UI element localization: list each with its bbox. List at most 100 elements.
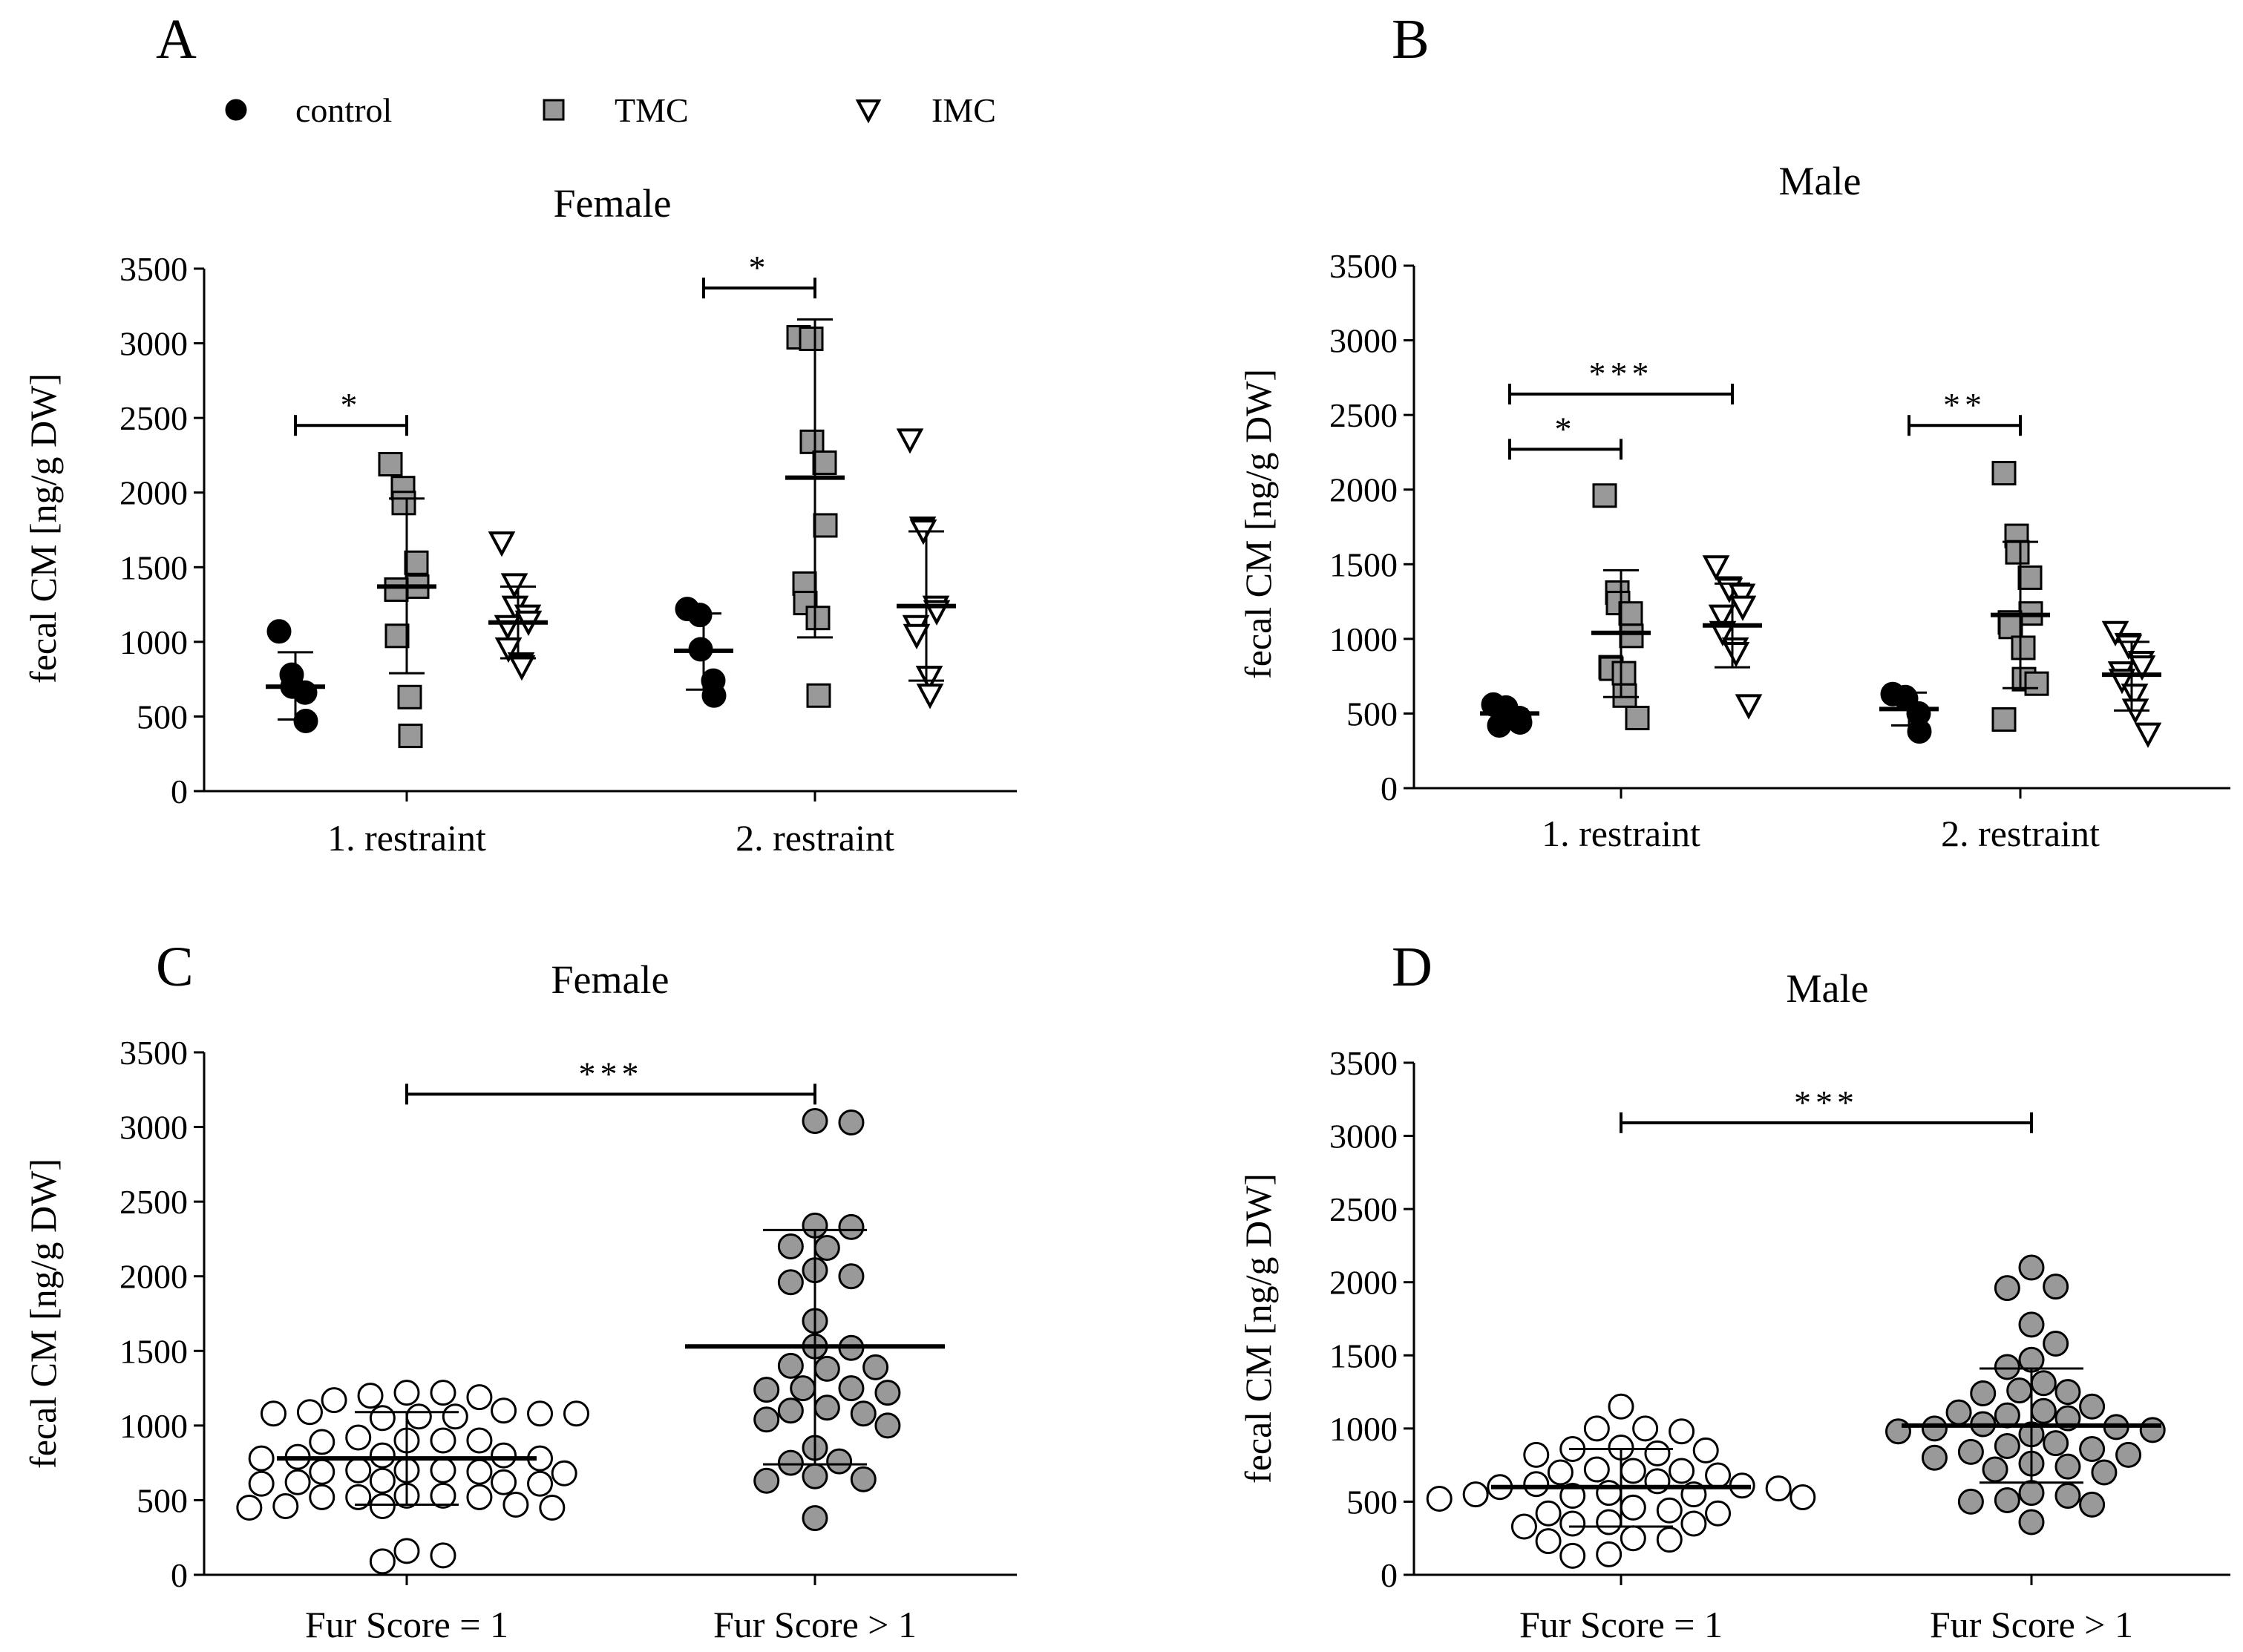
data-point (345, 1484, 372, 1510)
data-point (1735, 694, 1763, 720)
data-point (2011, 635, 2036, 661)
data-point (874, 1412, 901, 1439)
data-point (430, 1427, 456, 1454)
data-point (539, 1494, 566, 1521)
y-tick-label: 2500 (119, 399, 188, 437)
data-point (1970, 1380, 1997, 1407)
data-point (1510, 1513, 1537, 1540)
y-axis-label: fecal CM [ng/g DW] (22, 1158, 64, 1469)
data-point (813, 1234, 840, 1261)
data-point (466, 1384, 493, 1411)
data-point (309, 1484, 335, 1510)
axes: 0 500 1000 1500 2000 2500 3000 3500 (119, 1034, 1017, 1594)
data-point (2024, 671, 2049, 696)
panel-title: Female (554, 181, 672, 226)
data-point (2017, 565, 2043, 590)
y-tick-label: 3000 (119, 325, 188, 363)
data-point (2134, 722, 2162, 748)
legend-label-imc: IMC (931, 91, 996, 129)
data-point (248, 1470, 275, 1497)
panel-letter-a: A (156, 8, 197, 71)
data-point (391, 491, 416, 516)
y-tick-label: 1500 (1329, 1337, 1398, 1374)
data-point (753, 1467, 780, 1494)
data-point (491, 1442, 517, 1469)
y-tick-label: 1500 (1329, 545, 1398, 583)
data-point (777, 1269, 804, 1296)
x-tick-label: 1. restraint (1542, 813, 1700, 854)
data-point (397, 684, 422, 709)
data-point (1945, 1399, 1972, 1426)
data-point (2030, 1397, 2057, 1424)
y-tick-label: 2000 (1329, 1264, 1398, 1302)
data-point (2101, 620, 2129, 647)
panel-letter-c: C (156, 936, 194, 998)
plot-area: *** (236, 1055, 945, 1575)
x-tick-label: Fur Score = 1 (305, 1604, 508, 1645)
y-tick-label: 3500 (1329, 247, 1398, 285)
data-point (266, 619, 292, 644)
data-point (1765, 1475, 1792, 1502)
data-point (384, 623, 410, 649)
data-point (1656, 1497, 1683, 1524)
data-point (1632, 1415, 1659, 1442)
y-tick-label: 1000 (119, 1407, 188, 1445)
data-point (1618, 601, 1643, 626)
y-axis-label: fecal CM [ng/g DW] (1237, 369, 1279, 679)
data-point (1692, 1437, 1719, 1463)
data-point (1957, 1438, 1984, 1465)
legend-marker-imc (855, 99, 882, 124)
y-tick-label: 1000 (119, 623, 188, 661)
axes: 0 500 1000 1500 2000 2500 3000 3500 (119, 250, 1017, 810)
data-point (260, 1400, 286, 1427)
data-point (813, 1394, 840, 1421)
data-point (793, 591, 818, 616)
y-tick-label: 3000 (1329, 1118, 1398, 1156)
data-point (874, 1380, 901, 1406)
data-point (1535, 1528, 1562, 1555)
data-point (527, 1470, 554, 1497)
data-point (1921, 1444, 1948, 1471)
data-point (502, 1491, 529, 1518)
data-point (1994, 1487, 2020, 1513)
data-point (896, 428, 924, 454)
data-point (799, 327, 824, 352)
data-point (296, 1399, 323, 1426)
panel-title: Female (551, 957, 669, 1002)
data-point (1656, 1527, 1683, 1553)
data-point (563, 1400, 589, 1427)
panel-b: B Male fecal CM [ng/g DW] 1. restraint 2… (1237, 8, 2230, 854)
data-point (466, 1427, 493, 1454)
data-point (430, 1542, 456, 1569)
y-tick-label: 500 (137, 1481, 188, 1519)
data-point (806, 683, 831, 708)
data-point (1612, 683, 1637, 708)
data-point (321, 1387, 347, 1414)
axes: 0 500 1000 1500 2000 2500 3000 3500 (1329, 1044, 2230, 1594)
significance-label: *** (579, 1055, 644, 1092)
y-tick-label: 3500 (119, 1034, 188, 1072)
data-point (2018, 1509, 2045, 1535)
panel-d: D Male fecal CM [ng/g DW] Fur Score = 1 … (1237, 936, 2230, 1645)
data-point (777, 1397, 804, 1424)
data-point (1998, 614, 2023, 640)
data-point (1583, 1456, 1610, 1483)
data-point (813, 1355, 840, 1382)
data-point (802, 1463, 828, 1489)
data-point (1596, 1480, 1623, 1507)
data-point (1619, 623, 1644, 649)
data-point (248, 1445, 275, 1472)
x-tick-label: 2. restraint (1941, 813, 2100, 854)
legend-marker-tmc (543, 99, 565, 121)
data-point (1991, 461, 2017, 486)
y-tick-label: 2000 (119, 474, 188, 512)
data-point (1625, 705, 1650, 730)
data-point (430, 1482, 456, 1509)
data-point (2115, 1441, 2142, 1468)
data-point (753, 1406, 780, 1433)
data-point (2018, 1311, 2045, 1338)
y-tick-label: 1500 (119, 1332, 188, 1370)
data-point (777, 1449, 804, 1476)
data-point (2043, 1430, 2069, 1457)
y-tick-label: 500 (137, 698, 188, 735)
